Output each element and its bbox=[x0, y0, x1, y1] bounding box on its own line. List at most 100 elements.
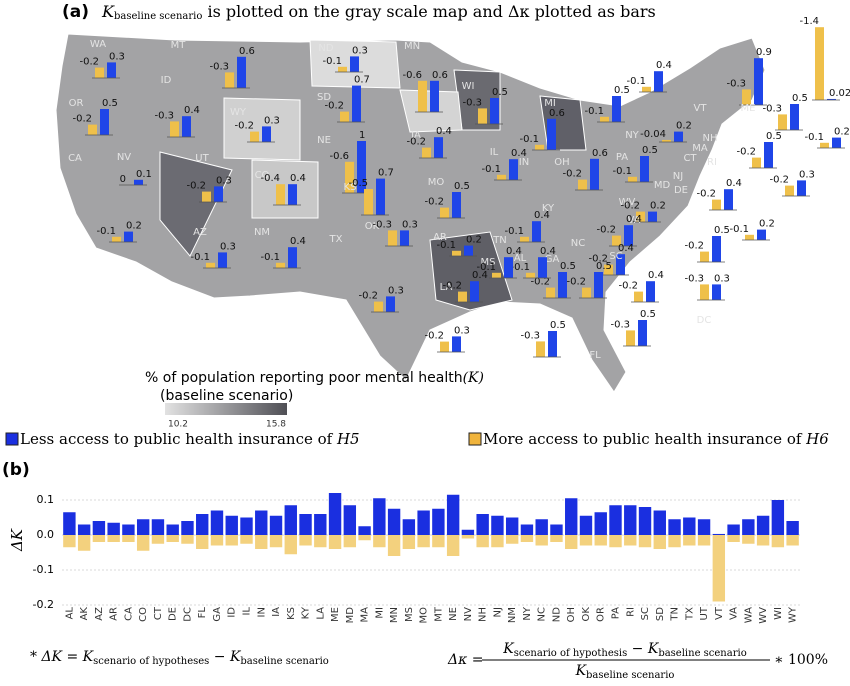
state-label: SD bbox=[317, 92, 331, 103]
less-value-label: 0.5 bbox=[596, 261, 612, 272]
state-label: NC bbox=[571, 238, 585, 249]
colorbar-tick-label: 10.2 bbox=[168, 420, 188, 430]
legend-part: Less access to public health insurance o… bbox=[20, 430, 337, 448]
panel-label: (b) bbox=[2, 460, 30, 480]
less-access-bar bbox=[547, 118, 556, 150]
bar bbox=[756, 515, 770, 535]
less-value-label: 0.3 bbox=[264, 115, 280, 126]
bar bbox=[225, 515, 238, 535]
bar bbox=[461, 535, 475, 539]
bar bbox=[299, 514, 312, 535]
more-access-bar bbox=[578, 179, 587, 190]
less-value-label: 0.1 bbox=[136, 169, 152, 180]
less-value-label: 0.4 bbox=[506, 246, 522, 257]
more-access-bar bbox=[626, 330, 635, 346]
bar bbox=[181, 535, 194, 544]
bar bbox=[550, 535, 563, 542]
more-access-bar bbox=[582, 287, 591, 298]
bar bbox=[166, 535, 179, 542]
bar bbox=[771, 535, 785, 548]
state-label: NV bbox=[117, 152, 131, 163]
more-access-bar bbox=[418, 80, 427, 112]
state-label: DC bbox=[697, 315, 712, 326]
state-label: CT bbox=[683, 153, 697, 164]
bar bbox=[624, 535, 637, 546]
less-access-bar bbox=[832, 137, 841, 148]
bar bbox=[771, 500, 785, 535]
x-tick-label: AZ bbox=[94, 607, 105, 621]
formula-part: − K bbox=[627, 641, 660, 657]
x-tick-label: DC bbox=[182, 607, 193, 622]
state-label: NH bbox=[703, 133, 718, 144]
less-access-bar bbox=[654, 71, 663, 92]
bar bbox=[210, 510, 224, 535]
bar bbox=[653, 535, 666, 549]
less-value-label: 0.4 bbox=[618, 243, 634, 254]
more-value-label: -0.3 bbox=[762, 103, 782, 114]
more-value-label: -0.3 bbox=[726, 78, 746, 89]
x-tick-label: WY bbox=[788, 606, 799, 623]
less-value-label: 0.2 bbox=[126, 221, 142, 232]
more-access-bar bbox=[634, 291, 643, 302]
x-tick-label: MI bbox=[374, 607, 385, 619]
more-value-label: -0.1 bbox=[481, 164, 501, 175]
state-label: MO bbox=[428, 177, 445, 188]
less-access-bar bbox=[827, 98, 836, 100]
less-access-bar bbox=[357, 141, 366, 193]
less-access-bar bbox=[386, 296, 395, 312]
bar bbox=[476, 514, 489, 535]
x-tick-label: CA bbox=[123, 607, 134, 621]
bar bbox=[328, 493, 342, 535]
state-label: WI bbox=[462, 81, 475, 92]
bar bbox=[240, 535, 253, 544]
bar bbox=[712, 533, 726, 535]
y-tick-label: -0.2 bbox=[33, 598, 54, 611]
state-label: LA bbox=[440, 282, 453, 293]
more-access-bar bbox=[345, 161, 354, 193]
less-value-label: 0.7 bbox=[354, 75, 370, 86]
less-access-bar bbox=[712, 236, 721, 262]
less-value-label: 0.3 bbox=[220, 241, 236, 252]
less-value-label: 0.4 bbox=[436, 126, 452, 137]
state-label: ME bbox=[741, 103, 756, 114]
bar bbox=[63, 512, 76, 535]
x-tick-label: MA bbox=[360, 607, 371, 623]
more-value-label: -0.2 bbox=[324, 101, 344, 112]
less-value-label: 0.4 bbox=[656, 60, 672, 71]
more-value-label: -0.2 bbox=[588, 254, 608, 265]
x-tick-label: TX bbox=[684, 607, 695, 621]
less-value-label: 0.4 bbox=[534, 210, 550, 221]
more-value-label: -0.1 bbox=[260, 252, 280, 263]
more-value-label: -0.1 bbox=[322, 56, 342, 67]
bar bbox=[653, 510, 666, 535]
bar bbox=[284, 535, 297, 555]
more-access-bar bbox=[785, 185, 794, 196]
more-access-bar bbox=[752, 157, 761, 168]
x-tick-label: VA bbox=[729, 607, 740, 620]
more-access-bar bbox=[492, 272, 501, 278]
map-region bbox=[159, 151, 233, 257]
more-value-label: -0.1 bbox=[190, 252, 210, 263]
x-tick-label: NY bbox=[522, 606, 533, 620]
bar bbox=[343, 535, 357, 548]
bar bbox=[358, 526, 371, 535]
bar bbox=[122, 535, 135, 542]
more-access-bar bbox=[112, 236, 121, 242]
state-label: AR bbox=[433, 232, 447, 243]
more-value-label: -0.3 bbox=[684, 273, 704, 284]
less-value-label: 0.4 bbox=[290, 173, 306, 184]
more-value-label: -0.1 bbox=[504, 226, 524, 237]
formula-numerator: Kscenario of hypothesis − Kbaseline scen… bbox=[502, 641, 746, 659]
less-access-bar bbox=[100, 109, 109, 135]
more-value-label: -0.3 bbox=[154, 110, 174, 121]
more-access-bar bbox=[642, 86, 651, 92]
bar bbox=[92, 521, 106, 535]
less-access-bar bbox=[594, 272, 603, 298]
formula-part: baseline scenario bbox=[586, 670, 674, 681]
less-access-bar bbox=[612, 96, 621, 122]
bar bbox=[742, 535, 755, 544]
less-access-bar bbox=[646, 281, 655, 302]
more-access-bar bbox=[250, 131, 259, 142]
less-value-label: 0.4 bbox=[290, 236, 306, 247]
colorbar-title-part: % of population reporting poor mental he… bbox=[145, 370, 463, 386]
